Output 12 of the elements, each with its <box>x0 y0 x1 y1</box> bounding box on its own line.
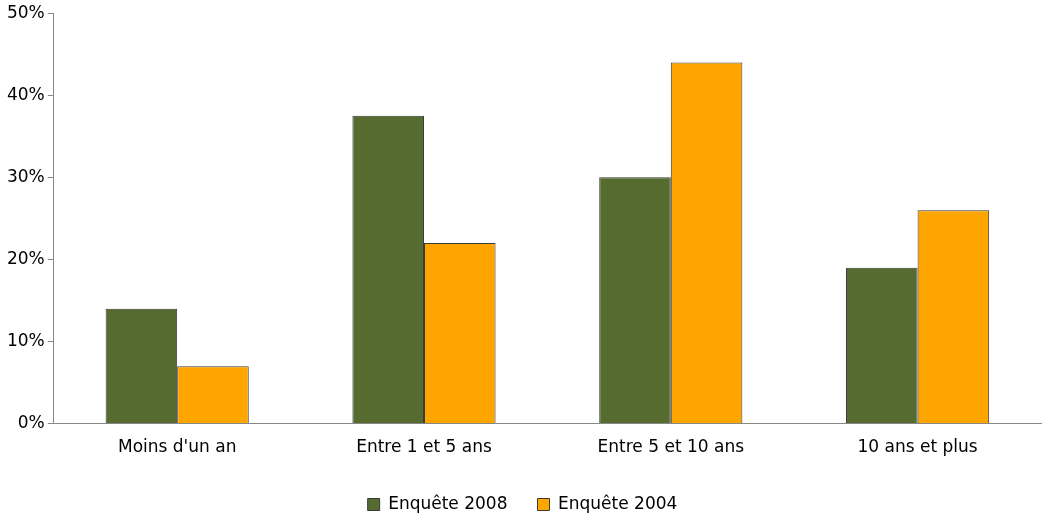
legend-label: Enquête 2004 <box>558 492 678 513</box>
x-tick-label: Entre 1 et 5 ans <box>356 436 492 457</box>
y-tick-label: 50% <box>6 1 45 22</box>
x-tick-label: Moins d'un an <box>117 436 237 457</box>
y-tick-label: 20% <box>6 247 45 268</box>
x-tick-label: 10 ans et plus <box>857 436 978 457</box>
y-tick-label: 10% <box>6 329 45 350</box>
y-tick-label: 0% <box>17 412 45 433</box>
x-tick-label: Entre 5 et 10 ans <box>597 436 745 457</box>
y-tick-label: 30% <box>6 165 45 186</box>
y-tick-label: 40% <box>6 83 45 104</box>
legend-label: Enquête 2008 <box>388 492 508 513</box>
